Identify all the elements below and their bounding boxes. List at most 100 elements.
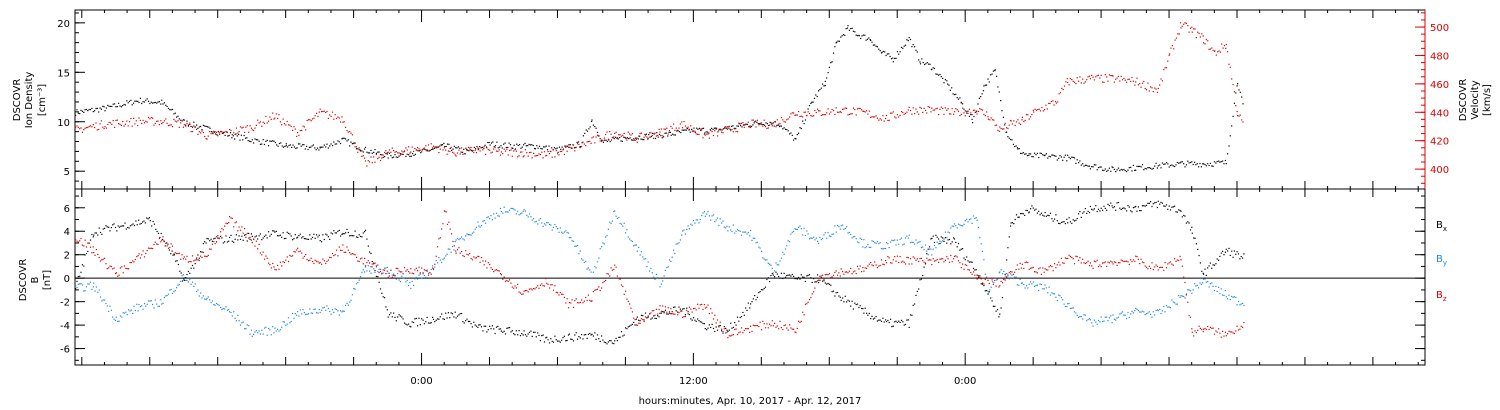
data-point	[132, 223, 134, 225]
data-point	[769, 323, 771, 325]
data-point	[842, 271, 844, 273]
data-point	[894, 256, 896, 258]
data-point	[979, 275, 981, 277]
data-point	[480, 257, 483, 259]
data-point	[1192, 163, 1194, 166]
data-point	[379, 154, 382, 156]
data-point	[1216, 331, 1218, 333]
data-point	[824, 85, 826, 87]
data-point	[378, 156, 380, 158]
data-point	[644, 312, 647, 314]
data-point	[290, 320, 292, 323]
data-point	[1087, 165, 1089, 167]
data-point	[583, 334, 585, 336]
data-point	[909, 38, 912, 41]
data-point	[1087, 260, 1089, 262]
data-point	[343, 233, 345, 235]
data-point	[176, 121, 178, 123]
data-point	[541, 222, 543, 224]
data-point	[594, 332, 596, 334]
data-point	[178, 118, 180, 120]
data-point	[405, 323, 407, 325]
data-point	[542, 334, 544, 336]
data-point	[130, 309, 132, 311]
data-point	[1179, 22, 1182, 24]
data-point	[286, 231, 288, 233]
data-point	[725, 327, 727, 329]
data-point	[1242, 257, 1244, 259]
data-point	[296, 314, 298, 316]
data-point	[147, 218, 149, 220]
data-point	[1020, 267, 1023, 269]
data-point	[329, 238, 331, 240]
data-point	[441, 144, 444, 146]
data-point	[270, 334, 272, 336]
data-point	[692, 219, 695, 222]
data-point	[878, 119, 880, 121]
data-point	[977, 226, 980, 228]
data-point	[920, 278, 922, 280]
data-point	[1092, 166, 1094, 168]
data-point	[1049, 156, 1052, 158]
series-points	[75, 210, 1245, 339]
data-point	[810, 114, 812, 117]
data-point	[1132, 80, 1134, 82]
data-point	[246, 125, 248, 127]
data-point	[311, 145, 313, 147]
data-point	[558, 294, 560, 296]
data-point	[375, 264, 377, 267]
data-point	[754, 121, 756, 123]
data-point	[280, 142, 282, 144]
data-point	[872, 265, 874, 267]
data-point	[1024, 287, 1026, 289]
data-point	[870, 246, 872, 248]
data-point	[807, 108, 809, 110]
data-point	[875, 315, 877, 318]
data-point	[918, 260, 920, 263]
data-point	[976, 113, 978, 115]
data-point	[854, 235, 856, 238]
data-point	[814, 110, 816, 112]
data-point	[908, 326, 910, 328]
data-point	[497, 150, 499, 152]
data-point	[1097, 167, 1100, 169]
data-point	[807, 274, 809, 276]
data-point	[307, 238, 310, 240]
data-point	[1120, 259, 1122, 261]
data-point	[463, 322, 465, 324]
data-point	[1177, 33, 1179, 35]
data-point	[1023, 283, 1025, 286]
data-point	[1165, 162, 1168, 164]
data-point	[186, 273, 188, 276]
data-point	[800, 320, 802, 322]
data-point	[780, 327, 782, 329]
data-point	[221, 237, 223, 239]
data-point	[751, 301, 753, 303]
right-tick-label: 500	[1430, 23, 1449, 34]
data-point	[1056, 264, 1058, 266]
data-point	[232, 135, 234, 137]
data-point	[440, 144, 442, 146]
data-point	[864, 34, 866, 36]
data-point	[545, 224, 547, 226]
data-point	[204, 125, 206, 127]
data-point	[543, 223, 546, 225]
data-point	[783, 127, 785, 129]
data-point	[507, 154, 509, 156]
data-point	[1056, 300, 1058, 302]
data-point	[791, 134, 793, 136]
data-point	[987, 116, 989, 118]
data-point	[930, 238, 932, 240]
data-point	[664, 128, 666, 130]
data-point	[469, 253, 471, 255]
data-point	[839, 111, 841, 113]
data-point	[331, 145, 334, 147]
data-point	[712, 128, 714, 131]
data-point	[953, 237, 955, 239]
data-point	[355, 256, 358, 258]
data-point	[200, 251, 202, 253]
data-point	[1019, 262, 1021, 264]
data-point	[629, 133, 631, 135]
data-point	[362, 232, 364, 234]
data-point	[1112, 263, 1114, 265]
